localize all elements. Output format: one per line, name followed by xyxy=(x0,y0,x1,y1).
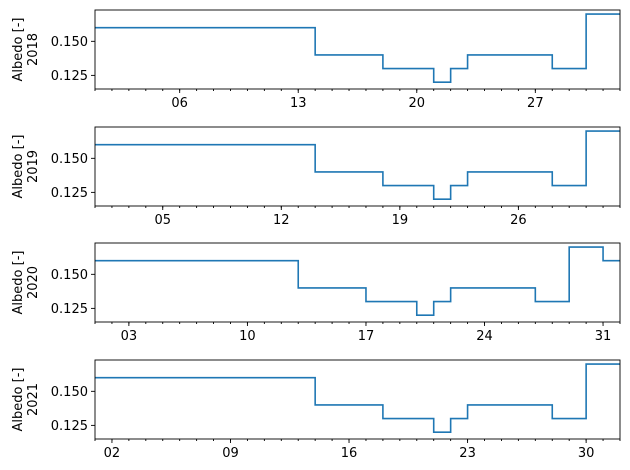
series-line xyxy=(95,13,620,83)
x-tick-label: 31 xyxy=(595,329,612,344)
axes-frame xyxy=(94,359,621,440)
y-axis-label: Albedo [-]2021 xyxy=(11,368,41,432)
x-tick-label: 12 xyxy=(273,213,290,228)
x-tick-label: 10 xyxy=(239,329,256,344)
x-tick-label: 03 xyxy=(121,329,138,344)
y-tick-label: 0.125 xyxy=(51,419,88,434)
chart-panel: 0.125 0.150 02 09 16 23 30 Albedo [-]2021 xyxy=(11,359,621,461)
x-tick-label: 27 xyxy=(527,96,544,111)
y-tick-label: 0.125 xyxy=(51,186,88,201)
x-tick-label: 06 xyxy=(171,96,188,111)
y-axis-label: Albedo [-]2020 xyxy=(11,251,41,315)
x-tick-label: 09 xyxy=(222,446,239,461)
x-tick-label: 26 xyxy=(510,213,527,228)
axes-frame xyxy=(94,126,621,207)
x-tick-label: 19 xyxy=(392,213,409,228)
y-tick-label: 0.125 xyxy=(51,69,88,84)
x-tick-label: 05 xyxy=(154,213,171,228)
y-tick-label: 0.150 xyxy=(51,385,88,400)
x-tick-label: 30 xyxy=(578,446,595,461)
axes-frame xyxy=(94,242,621,323)
x-tick-label: 20 xyxy=(409,96,426,111)
x-tick-label: 24 xyxy=(476,329,493,344)
y-tick-label: 0.150 xyxy=(51,152,88,167)
y-axis-label-line: 2021 xyxy=(26,383,41,416)
x-tick-label: 16 xyxy=(341,446,358,461)
chart-panel: 0.125 0.150 05 12 19 26 Albedo [-]2019 xyxy=(11,126,621,228)
y-axis-label: Albedo [-]2019 xyxy=(11,135,41,199)
x-tick-label: 13 xyxy=(290,96,307,111)
y-axis-label-line: 2019 xyxy=(26,150,41,183)
axes-frame xyxy=(94,9,621,90)
y-axis-label: Albedo [-]2018 xyxy=(11,18,41,82)
x-tick-label: 17 xyxy=(358,329,375,344)
y-tick-label: 0.150 xyxy=(51,35,88,50)
series-line xyxy=(95,363,620,433)
y-axis-label-line: 2020 xyxy=(26,266,41,299)
x-tick-label: 02 xyxy=(104,446,121,461)
series-line xyxy=(95,246,620,316)
y-axis-label-line: Albedo [-] xyxy=(11,368,26,432)
y-axis-label-line: Albedo [-] xyxy=(11,135,26,199)
chart-panel: 0.125 0.150 06 13 20 27 Albedo [-]2018 xyxy=(11,9,621,111)
y-tick-label: 0.150 xyxy=(51,268,88,283)
y-tick-label: 0.125 xyxy=(51,302,88,317)
y-axis-label-line: Albedo [-] xyxy=(11,251,26,315)
x-tick-label: 23 xyxy=(459,446,476,461)
y-axis-label-line: Albedo [-] xyxy=(11,18,26,82)
chart-panel: 0.125 0.150 03 10 17 24 31 Albedo [-]2020 xyxy=(11,242,621,344)
series-line xyxy=(95,130,620,200)
y-axis-label-line: 2018 xyxy=(26,33,41,66)
